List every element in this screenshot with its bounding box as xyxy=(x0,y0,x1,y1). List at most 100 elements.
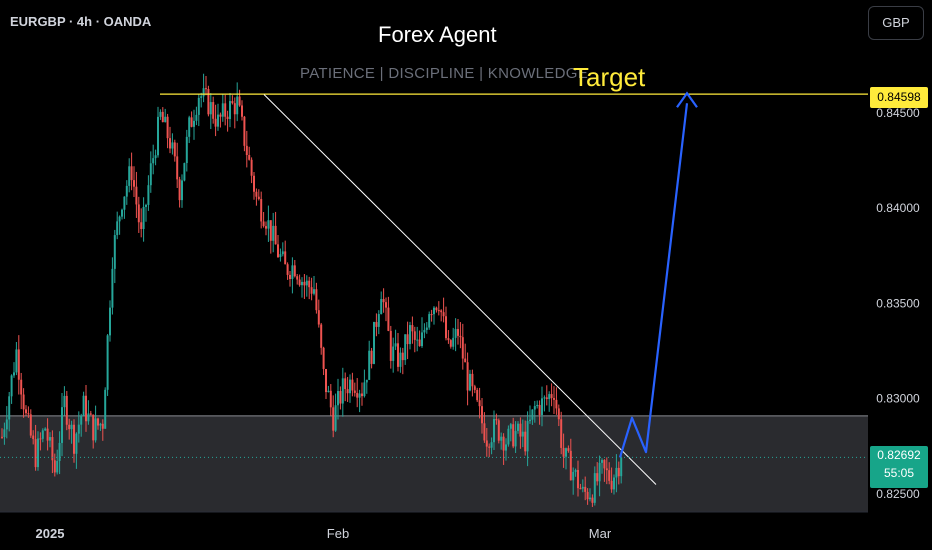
candle xyxy=(447,330,450,344)
candle xyxy=(257,189,260,201)
candle xyxy=(502,433,505,465)
candle xyxy=(485,428,488,457)
time-axis[interactable]: 2025 Feb Mar xyxy=(36,526,612,541)
candle xyxy=(370,347,373,369)
candle xyxy=(272,212,275,253)
candle xyxy=(565,447,567,470)
candle xyxy=(406,321,409,360)
candle xyxy=(73,419,75,463)
candle xyxy=(541,386,543,427)
candle xyxy=(80,413,83,437)
symbol-label: EURGBP · 4h · OANDA xyxy=(10,14,152,29)
candle xyxy=(13,362,15,378)
candle xyxy=(56,449,59,475)
candle xyxy=(116,211,119,240)
candle xyxy=(224,94,227,126)
candle xyxy=(253,172,255,200)
candle xyxy=(387,296,390,332)
candle xyxy=(39,432,42,451)
candle xyxy=(231,95,234,105)
candle xyxy=(171,133,174,155)
candle xyxy=(277,234,279,258)
candle xyxy=(250,157,253,184)
candle xyxy=(574,468,577,477)
candle xyxy=(567,445,570,453)
candle xyxy=(133,166,135,198)
candle xyxy=(425,322,428,334)
candle xyxy=(346,376,349,402)
candle xyxy=(195,106,198,126)
candle xyxy=(99,422,102,431)
candle xyxy=(430,309,433,322)
price-axis[interactable]: 0.82500 0.83000 0.83500 0.84000 0.84500 xyxy=(876,106,920,501)
candle xyxy=(349,374,351,403)
candle xyxy=(493,410,495,451)
candle xyxy=(159,109,162,120)
candle xyxy=(27,406,30,418)
candle xyxy=(241,100,243,121)
candle xyxy=(577,460,579,497)
candle xyxy=(461,323,464,370)
candle xyxy=(106,334,109,396)
candle xyxy=(488,443,491,458)
candle xyxy=(351,372,354,397)
candle xyxy=(409,321,411,350)
candle xyxy=(509,422,512,442)
candle xyxy=(29,409,32,438)
candle xyxy=(538,400,541,425)
candle xyxy=(358,389,361,413)
candle xyxy=(435,306,438,313)
candle xyxy=(483,412,486,443)
candle xyxy=(308,276,311,300)
candle xyxy=(305,275,308,297)
candle xyxy=(205,75,207,96)
candle xyxy=(531,409,534,425)
candle xyxy=(188,115,191,144)
candle xyxy=(411,316,414,344)
candle xyxy=(301,277,303,298)
candle xyxy=(500,432,503,450)
candle xyxy=(610,467,613,493)
candle xyxy=(243,115,246,152)
candle xyxy=(185,129,188,172)
support-zone xyxy=(0,415,868,512)
candle xyxy=(596,462,599,486)
currency-button[interactable]: GBP xyxy=(868,6,924,40)
candle xyxy=(51,430,54,474)
candle xyxy=(437,301,440,316)
candle xyxy=(603,459,606,482)
candle xyxy=(423,323,426,339)
candle xyxy=(245,130,248,168)
candle xyxy=(313,276,315,296)
candle xyxy=(452,327,455,350)
candle xyxy=(418,330,421,347)
candle xyxy=(495,413,498,425)
candle xyxy=(109,300,111,342)
candle xyxy=(265,221,267,236)
candle xyxy=(365,379,368,394)
candle xyxy=(82,391,85,417)
candle xyxy=(543,395,546,412)
candle xyxy=(320,322,323,355)
candle xyxy=(214,104,217,137)
candle xyxy=(303,274,306,299)
candle xyxy=(289,271,291,287)
candle xyxy=(490,437,493,455)
candle xyxy=(615,454,618,493)
candle xyxy=(562,433,565,468)
candle xyxy=(101,419,104,441)
target-annotation: Target xyxy=(573,62,646,92)
candles xyxy=(1,73,623,507)
time-tick-label: Feb xyxy=(327,526,349,541)
candle xyxy=(123,196,126,219)
candle xyxy=(505,438,507,461)
candle xyxy=(507,425,510,447)
candle xyxy=(557,404,560,427)
candle xyxy=(449,339,452,349)
candle xyxy=(519,417,522,449)
candle xyxy=(34,424,37,471)
candle xyxy=(569,438,572,481)
candle xyxy=(337,378,339,420)
candle xyxy=(209,93,212,130)
